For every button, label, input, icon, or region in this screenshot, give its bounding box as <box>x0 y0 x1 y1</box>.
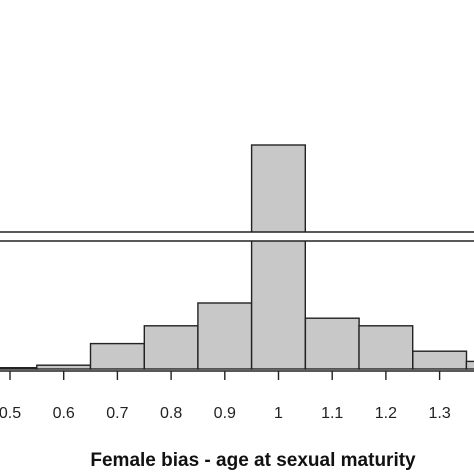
bars-group <box>0 144 474 370</box>
x-tick-label: 1.3 <box>428 405 450 422</box>
x-tick-label: 1.2 <box>375 405 397 422</box>
x-tick-label: 0.9 <box>214 405 236 422</box>
x-axis-title: Female bias - age at sexual maturity <box>90 450 416 471</box>
histogram-bar <box>89 342 145 370</box>
histogram-bar <box>465 360 474 370</box>
axis-break <box>0 231 474 242</box>
histogram-bar <box>304 317 360 370</box>
x-tick-label: 0.8 <box>160 405 182 422</box>
histogram-bar <box>412 350 468 370</box>
histogram-bar <box>358 325 414 370</box>
histogram-bar <box>36 364 92 370</box>
x-tick-label: 0.5 <box>0 405 21 422</box>
axis-break-band <box>0 232 474 241</box>
histogram-bar <box>0 367 38 370</box>
x-tick-label: 0.6 <box>53 405 75 422</box>
x-tick-label: 0.7 <box>106 405 128 422</box>
x-tick-label: 1.1 <box>321 405 343 422</box>
histogram-bar <box>250 144 307 370</box>
x-tick-label: 1 <box>274 405 283 422</box>
x-axis-ticks: 0.5 0.6 0.7 0.8 0.9 1 1.1 1.2 1.3 <box>0 371 451 422</box>
histogram-bar <box>143 325 199 370</box>
histogram-bar <box>197 302 253 370</box>
